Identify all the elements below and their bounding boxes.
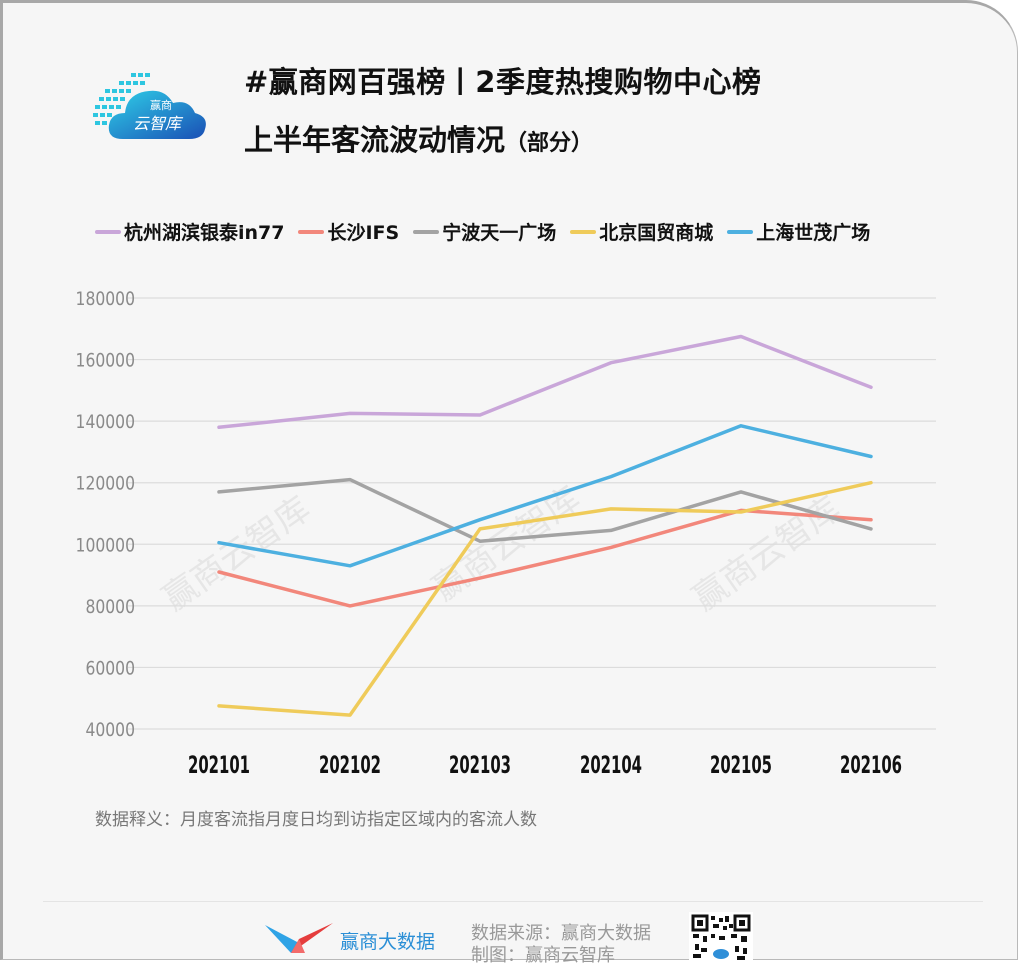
page-title-line1: #赢商网百强榜丨2季度热搜购物中心榜: [244, 65, 762, 99]
y-tick-label: 140000: [76, 412, 135, 434]
legend-label: 宁波天一广场: [442, 222, 557, 244]
data-definition-note: 数据释义：月度客流指月度日均到访指定区域内的客流人数: [95, 810, 537, 830]
footer-divider: [43, 901, 983, 902]
legend-label: 杭州湖滨银泰in77: [124, 222, 285, 244]
watermark: 赢商云智库: [686, 489, 848, 619]
page-title-line2: 上半年客流波动情况（部分）: [244, 117, 593, 159]
y-tick-label: 160000: [76, 350, 135, 372]
yingshang-cloud-logo: 赢商 云智库: [93, 69, 209, 143]
yingshang-bigdata-logo-icon: [265, 921, 335, 957]
series-line[interactable]: [217, 334, 873, 430]
legend-item-ningbo-tianyi[interactable]: 宁波天一广场: [413, 218, 556, 245]
x-tick-label: 202103: [449, 751, 511, 779]
y-tick-label: 80000: [85, 596, 135, 618]
watermark: 赢商云智库: [156, 489, 318, 619]
brand-name: 赢商大数据: [340, 931, 436, 953]
title-suffix: （部分）: [505, 131, 594, 156]
y-tick-label: 40000: [85, 720, 135, 742]
legend-swatch-icon: [95, 229, 121, 234]
logo-text-bottom: 云智库: [133, 114, 184, 133]
legend-swatch-icon: [570, 229, 597, 234]
x-tick-label: 202104: [580, 751, 642, 779]
y-tick-label: 60000: [85, 658, 135, 680]
x-tick-label: 202101: [188, 751, 250, 779]
legend-swatch-icon: [727, 229, 754, 234]
source-line1: 数据来源：赢商大数据: [471, 923, 651, 944]
series-line[interactable]: [217, 480, 873, 717]
legend-swatch-icon: [298, 229, 325, 234]
series-line[interactable]: [217, 424, 873, 568]
series-line[interactable]: [217, 508, 873, 608]
legend-item-hangzhou-in77[interactable]: 杭州湖滨银泰in77: [95, 218, 284, 245]
data-source: 数据来源：赢商大数据 制图：赢商云智库: [471, 923, 651, 967]
y-tick-label: 180000: [76, 289, 135, 311]
legend-item-beijing-guomao[interactable]: 北京国贸商城: [570, 218, 713, 245]
title-main: 上半年客流波动情况: [244, 123, 506, 157]
qr-code[interactable]: [689, 912, 753, 962]
series-line[interactable]: [217, 477, 873, 543]
chart-legend: 杭州湖滨银泰in77 长沙IFS 宁波天一广场 北京国贸商城 上海世茂广场: [95, 218, 870, 245]
x-tick-label: 202106: [840, 751, 902, 779]
legend-item-shanghai-shimao[interactable]: 上海世茂广场: [727, 218, 870, 245]
x-tick-label: 202105: [710, 751, 772, 779]
y-tick-label: 120000: [76, 473, 135, 495]
source-line2: 制图：赢商云智库: [471, 945, 615, 966]
line-chart: 赢商云智库 赢商云智库 赢商云智库1800001600001400001200001…: [76, 289, 936, 779]
legend-label: 北京国贸商城: [599, 222, 714, 244]
legend-item-changsha-ifs[interactable]: 长沙IFS: [298, 218, 399, 245]
legend-swatch-icon: [413, 229, 440, 234]
y-tick-label: 100000: [76, 535, 135, 557]
legend-label: 上海世茂广场: [756, 222, 871, 244]
logo-text-top: 赢商: [150, 98, 172, 112]
legend-label: 长沙IFS: [327, 222, 400, 244]
x-tick-label: 202102: [319, 751, 381, 779]
